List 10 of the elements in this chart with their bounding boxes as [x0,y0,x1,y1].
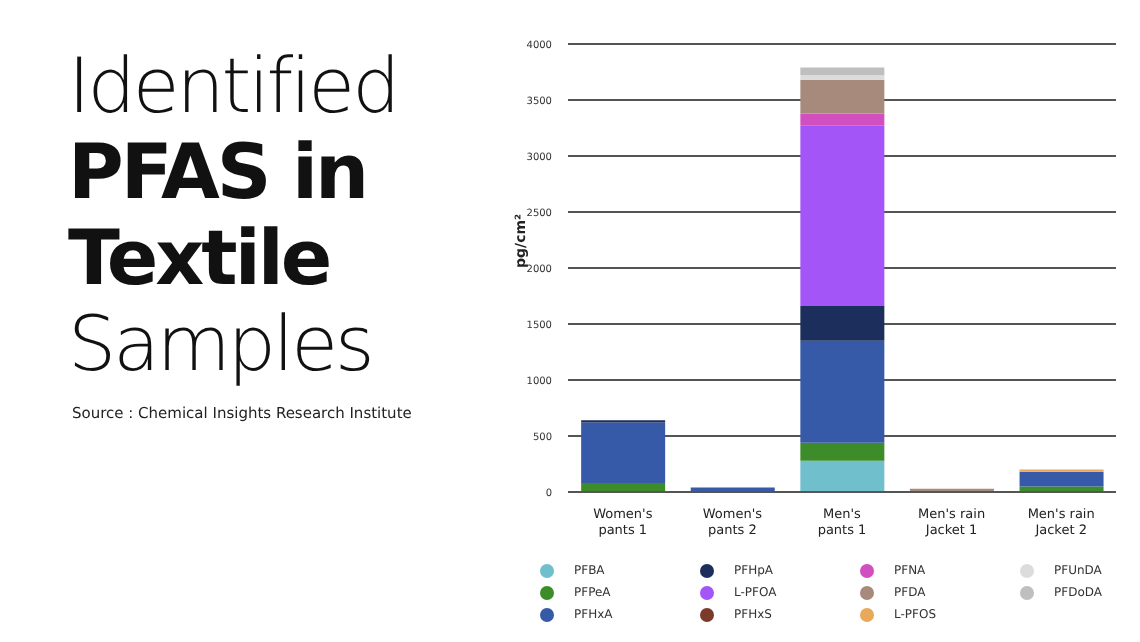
bar [800,79,885,114]
bar [800,442,885,461]
bar [800,306,885,341]
bar [800,125,885,307]
bar [800,113,885,126]
bar [800,460,885,492]
bar [581,422,666,484]
bar [1019,471,1104,487]
bar [800,340,885,443]
text: Identified PFAS in Textile Samples [68,42,400,388]
